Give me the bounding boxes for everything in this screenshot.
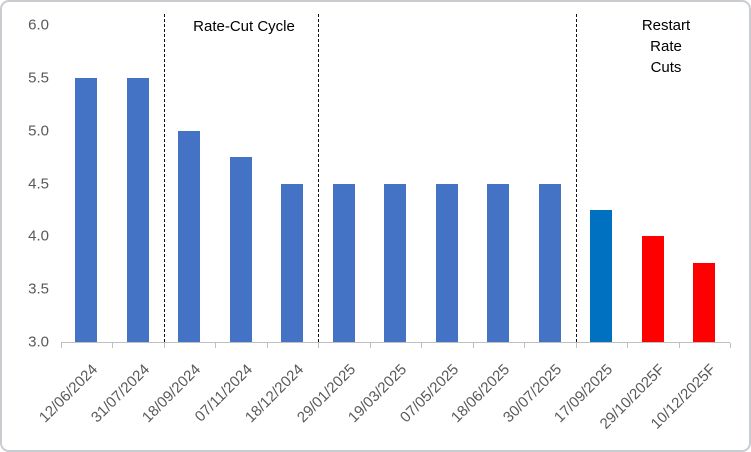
divider-line xyxy=(163,14,165,342)
x-axis-tick xyxy=(524,343,525,348)
chart-bar xyxy=(384,183,407,342)
x-axis-tick xyxy=(266,343,268,348)
annotation-restart-rate-cuts: Restart Rate Cuts xyxy=(641,17,691,76)
y-axis-tick-label: 3.0 xyxy=(28,333,49,351)
x-axis-tick xyxy=(369,343,371,348)
y-axis-tick-label: 5.5 xyxy=(28,69,49,87)
y-axis-tick-label: 4.0 xyxy=(28,227,49,245)
chart-bar xyxy=(693,262,716,342)
x-axis-tick xyxy=(730,343,731,348)
chart-bar xyxy=(538,183,561,342)
x-axis-tick xyxy=(112,343,113,348)
annotation-rate-cut-cycle: Rate-Cut Cycle xyxy=(193,18,295,35)
y-axis-tick-label: 6.0 xyxy=(28,16,49,34)
chart-bar xyxy=(229,157,252,342)
chart-bar xyxy=(178,130,201,342)
x-axis-tick xyxy=(163,343,165,348)
chart-bar xyxy=(435,183,458,342)
chart-bar xyxy=(281,183,304,342)
y-axis-tick-label: 5.0 xyxy=(28,122,49,140)
y-axis-tick-label: 4.5 xyxy=(28,175,49,192)
chart-bar xyxy=(126,77,149,342)
y-axis-tick-label: 3.5 xyxy=(28,280,49,298)
x-axis-tick xyxy=(421,343,422,348)
divider-line xyxy=(318,14,319,342)
chart-bar xyxy=(75,77,98,342)
x-axis-line xyxy=(60,342,730,343)
x-axis-tick xyxy=(575,343,577,348)
divider-line xyxy=(575,14,577,342)
x-axis-tick xyxy=(318,343,319,348)
chart-bar xyxy=(590,209,613,342)
x-axis-tick xyxy=(472,343,474,348)
chart-bar xyxy=(641,236,664,342)
chart-bar xyxy=(332,183,355,342)
x-axis-tick xyxy=(60,343,62,348)
x-axis-tick xyxy=(678,343,680,348)
x-axis-tick xyxy=(627,343,628,348)
chart-bar xyxy=(487,183,510,342)
x-axis-tick xyxy=(215,343,216,348)
